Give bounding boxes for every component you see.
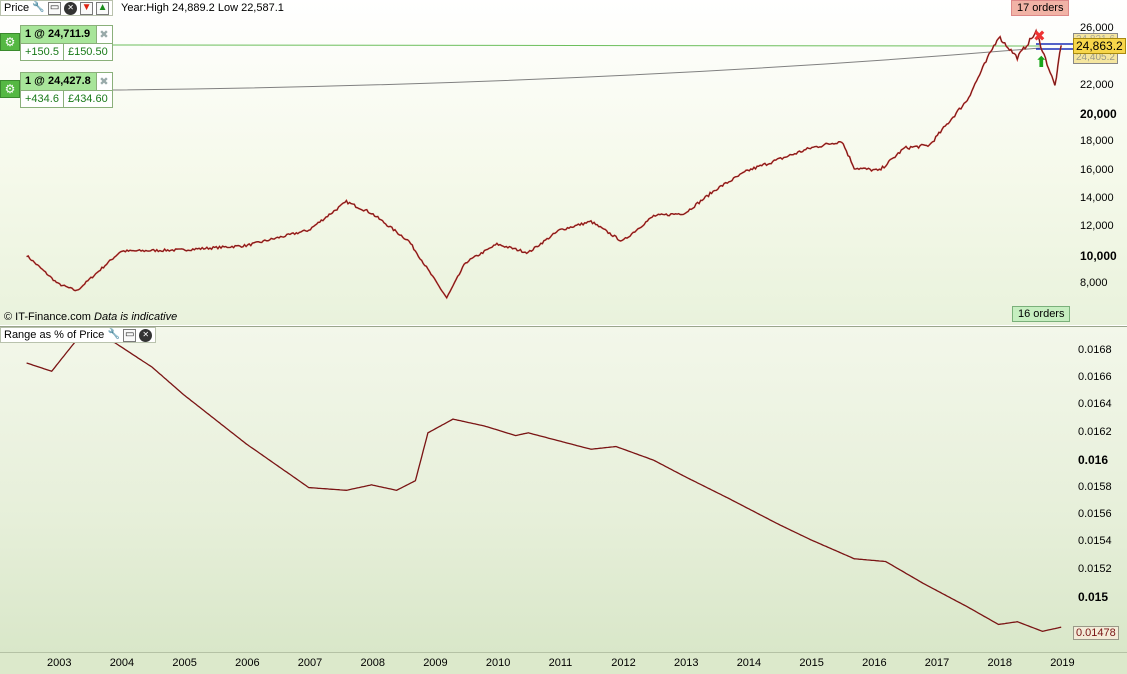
indicator-value-tag: 0.01478 <box>1073 626 1119 640</box>
series-line <box>26 339 1062 632</box>
open-position-2[interactable]: ⚙ 1 @ 24,427.8 ✖ +434.6 £434.60 <box>0 72 113 108</box>
x-tick-label: 2006 <box>235 657 260 669</box>
y-tick-label: 22,000 <box>1080 78 1114 91</box>
close-icon[interactable]: ✕ <box>64 1 78 15</box>
x-tick-label: 2005 <box>172 657 197 669</box>
y-tick-label: 0.0158 <box>1078 480 1112 493</box>
series-line-shadow <box>26 29 1062 299</box>
price-chart-pane[interactable]: Price 🔧 ▭ ✕ ▼ ▲ Year:High 24,889.2 Low 2… <box>0 0 1127 325</box>
gear-icon[interactable]: ⚙ <box>0 33 20 51</box>
y-tick-label: 10,000 <box>1080 248 1117 263</box>
year-high-low-info: Year:High 24,889.2 Low 22,587.1 <box>121 2 284 14</box>
time-axis[interactable]: 2003 2004 2005 2006 2007 2008 2009 2010 2011 2012… <box>0 652 1127 674</box>
x-tick-label: 2003 <box>47 657 72 669</box>
gear-icon[interactable]: ⚙ <box>0 80 20 98</box>
x-tick-label: 2015 <box>799 657 824 669</box>
x-tick-label: 2007 <box>297 657 323 669</box>
order-box-1: 1 @ 24,711.9 ✖ +150.5 £150.50 <box>20 25 113 61</box>
orders-above-badge[interactable]: 17 orders <box>1011 0 1070 16</box>
y-tick-label: 0.0162 <box>1078 425 1112 438</box>
order-label[interactable]: 1 @ 24,711.9 <box>21 26 97 43</box>
y-tick-label: 0.0166 <box>1078 371 1112 384</box>
window-icon[interactable]: ▭ <box>48 1 62 15</box>
y-tick-label: 20,000 <box>1080 107 1117 122</box>
order-pnl: £150.50 <box>62 44 112 60</box>
indicator-chart-svg[interactable] <box>0 327 1127 652</box>
indicator-pane[interactable]: Range as % of Price 🔧 ▭ ✕ 0.0168 0.0166 0.… <box>0 326 1127 652</box>
stop-marker-icon[interactable]: ✖ <box>1033 28 1046 45</box>
add-icon[interactable]: ▲ <box>96 1 110 15</box>
credit-source: © IT-Finance.com <box>4 311 91 323</box>
current-price-tag: 24,863.2 <box>1073 38 1126 54</box>
x-tick-label: 2018 <box>987 657 1012 669</box>
order-points: +434.6 <box>25 93 59 105</box>
y-tick-label: 26,000 <box>1080 22 1114 35</box>
indicator-toolbar: Range as % of Price 🔧 ▭ ✕ <box>0 327 157 343</box>
x-tick-label: 2019 <box>1050 657 1075 669</box>
x-tick-label: 2016 <box>862 657 887 669</box>
x-tick-label: 2004 <box>109 657 135 669</box>
close-order-icon[interactable]: ✖ <box>99 29 109 41</box>
price-chart-svg[interactable] <box>0 0 1127 325</box>
y-tick-label: 0.0152 <box>1078 562 1112 575</box>
order-points: +150.5 <box>25 46 59 58</box>
price-panel-toolbar: Price 🔧 ▭ ✕ ▼ ▲ <box>0 0 114 16</box>
wrench-icon[interactable]: 🔧 <box>107 329 120 340</box>
series-line <box>26 28 1062 300</box>
y-tick-label: 8,000 <box>1080 276 1108 289</box>
y-tick-label: 0.016 <box>1078 453 1109 468</box>
x-tick-label: 2014 <box>736 657 762 669</box>
order-box-2: 1 @ 24,427.8 ✖ +434.6 £434.60 <box>20 72 113 108</box>
order-label[interactable]: 1 @ 24,427.8 <box>21 73 97 90</box>
window-icon[interactable]: ▭ <box>123 328 137 342</box>
x-tick-label: 2013 <box>674 657 699 669</box>
data-credit: © IT-Finance.com Data is indicative <box>4 311 177 323</box>
order-line-1 <box>99 44 1041 47</box>
credit-note: Data is indicative <box>94 311 178 323</box>
y-tick-label: 16,000 <box>1080 163 1114 176</box>
x-tick-label: 2017 <box>924 657 950 669</box>
close-order-icon[interactable]: ✖ <box>99 76 109 88</box>
order-pnl: £434.60 <box>62 91 112 107</box>
y-tick-label: 0.0154 <box>1078 535 1112 548</box>
y-tick-label: 0.0168 <box>1078 343 1112 356</box>
close-icon[interactable]: ✕ <box>139 328 153 342</box>
x-tick-label: 2009 <box>423 657 448 669</box>
x-tick-label: 2010 <box>485 657 511 669</box>
buy-arrow-icon[interactable]: ⬆ <box>1035 54 1048 71</box>
price-panel-title: Price <box>4 2 30 14</box>
x-tick-label: 2012 <box>611 657 636 669</box>
indicator-title: Range as % of Price <box>4 329 105 341</box>
y-tick-label: 0.0156 <box>1078 507 1112 520</box>
y-tick-label: 14,000 <box>1080 191 1114 204</box>
open-position-1[interactable]: ⚙ 1 @ 24,711.9 ✖ +150.5 £150.50 <box>0 25 113 61</box>
y-tick-label: 0.0164 <box>1078 398 1112 411</box>
x-tick-label: 2008 <box>360 657 385 669</box>
order-line-2 <box>111 47 1041 91</box>
wrench-icon[interactable]: 🔧 <box>32 2 45 13</box>
remove-icon[interactable]: ▼ <box>80 1 94 15</box>
x-tick-label: 2011 <box>548 657 573 669</box>
orders-below-badge[interactable]: 16 orders <box>1012 306 1071 322</box>
y-tick-label: 18,000 <box>1080 135 1114 148</box>
y-tick-label: 12,000 <box>1080 220 1114 233</box>
y-tick-label: 0.015 <box>1078 590 1109 605</box>
